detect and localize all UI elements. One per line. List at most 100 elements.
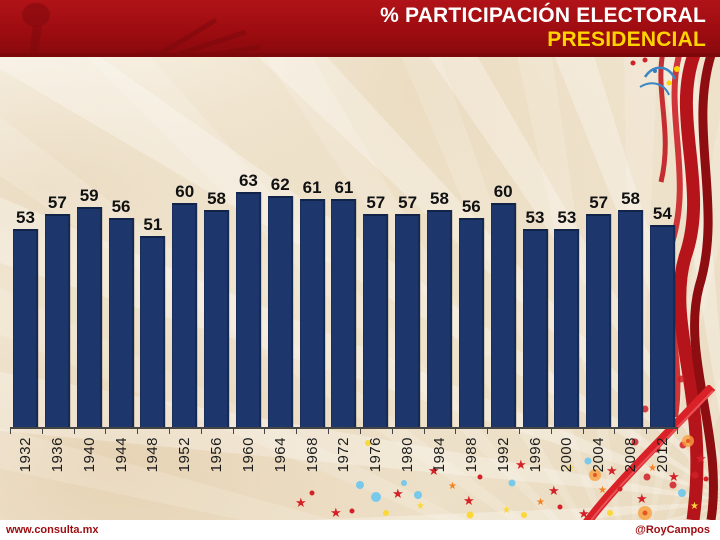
x-axis-label: 2004 <box>590 437 608 473</box>
bar-chart: 53 57 59 56 51 60 58 63 62 61 61 57 57 58 56 60 53 53 57 58… <box>10 100 678 500</box>
header: % PARTICIPACIÓN ELECTORAL PRESIDENCIAL <box>0 0 720 57</box>
bar-value-label: 57 <box>47 193 67 212</box>
bar <box>267 196 293 427</box>
bar-slot: 56 <box>456 197 487 427</box>
bar-slot: 58 <box>201 189 232 427</box>
x-axis-label-slot: 1996 <box>520 437 551 472</box>
x-axis-label-slot: 1932 <box>10 437 41 472</box>
axis-tick <box>359 429 361 434</box>
footer-twitter-handle: @RoyCampos <box>635 524 710 536</box>
bar-slot: 57 <box>360 193 391 427</box>
bar-value-label: 57 <box>589 193 609 212</box>
axis-tick <box>550 429 552 434</box>
bar-value-label: 62 <box>270 175 290 194</box>
bar <box>458 218 484 427</box>
bar <box>426 210 452 427</box>
x-axis-label: 1932 <box>17 437 34 473</box>
bar-slot: 60 <box>169 182 200 427</box>
x-axis-label-slot: 1952 <box>169 437 200 472</box>
x-axis-label: 1988 <box>462 437 480 473</box>
bar <box>13 229 38 427</box>
bar <box>331 199 357 427</box>
axis-tick <box>677 429 678 434</box>
footer: www.consulta.mx @RoyCampos <box>0 520 720 540</box>
x-axis-label-slot: 2012 <box>647 437 678 472</box>
footer-website: www.consulta.mx <box>6 524 99 536</box>
x-axis-label-slot: 1936 <box>42 437 73 472</box>
x-axis-label-slot: 1980 <box>392 437 423 472</box>
x-axis-label-slot: 2004 <box>583 437 614 472</box>
x-axis-label: 1992 <box>494 437 512 473</box>
axis-tick <box>200 429 202 434</box>
header-titles: % PARTICIPACIÓN ELECTORAL PRESIDENCIAL <box>380 4 706 51</box>
x-axis-label-slot: 1988 <box>456 437 487 472</box>
axis-tick <box>423 429 425 434</box>
x-axis-label-slot: 1944 <box>106 437 137 472</box>
x-axis-label: 1948 <box>144 437 162 473</box>
bar-value-label: 61 <box>302 178 322 197</box>
x-axis-label-slot: 1976 <box>360 437 391 472</box>
bar <box>522 229 548 427</box>
statue-of-liberty-icon <box>22 3 261 53</box>
x-axis-label-slot: 1984 <box>424 437 455 472</box>
bar-value-label: 51 <box>143 215 163 234</box>
axis-tick <box>328 429 330 434</box>
x-axis-label-slot: 2000 <box>551 437 582 472</box>
bar-slot: 63 <box>233 171 264 427</box>
x-axis-label: 2000 <box>558 437 576 473</box>
bar-slot: 59 <box>74 186 105 427</box>
bar-slot: 51 <box>137 215 168 427</box>
x-axis-label: 1960 <box>239 437 257 473</box>
bar <box>649 225 675 427</box>
bar <box>554 229 580 427</box>
bar <box>363 214 389 427</box>
x-axis-label: 1940 <box>80 437 98 473</box>
ticks-row <box>10 429 678 434</box>
axis-tick <box>391 429 393 434</box>
bar-slot: 58 <box>615 189 646 427</box>
axis-tick <box>41 429 43 434</box>
bar <box>44 214 70 427</box>
bar <box>490 203 516 427</box>
bar-slot: 53 <box>10 208 41 427</box>
bar <box>204 210 230 427</box>
axis-tick <box>582 429 584 434</box>
bar-value-label: 56 <box>461 197 481 216</box>
page-title: % PARTICIPACIÓN ELECTORAL <box>380 4 706 27</box>
svg-text:★: ★ <box>416 501 425 512</box>
x-axis-label-slot: 1940 <box>74 437 105 472</box>
bar <box>586 214 612 427</box>
bar-value-label: 58 <box>430 189 449 208</box>
bar-slot: 57 <box>583 193 614 427</box>
bar <box>618 210 644 427</box>
bar-value-label: 59 <box>79 186 99 205</box>
bar <box>108 218 134 427</box>
bar-value-label: 53 <box>16 208 35 227</box>
axis-tick <box>73 429 75 434</box>
bar <box>172 203 198 427</box>
bar <box>76 207 102 427</box>
bar-value-label: 57 <box>398 193 418 212</box>
bar <box>235 192 261 427</box>
axis-tick <box>296 429 298 434</box>
x-axis-label: 1964 <box>271 437 289 473</box>
svg-text:★: ★ <box>690 501 699 512</box>
x-axis-label: 1980 <box>399 437 417 473</box>
x-axis-label-slot: 1992 <box>488 437 519 472</box>
x-axis-label-slot: 1948 <box>137 437 168 472</box>
axis-tick <box>169 429 171 434</box>
bar-slot: 62 <box>265 175 296 427</box>
firework-icon <box>630 57 680 96</box>
x-axis-label: 1976 <box>367 437 385 473</box>
x-axis-label: 1968 <box>303 437 321 473</box>
bar-value-label: 57 <box>366 193 386 212</box>
bar-value-label: 60 <box>175 182 195 201</box>
svg-text:★: ★ <box>578 507 590 520</box>
bar-value-label: 53 <box>525 208 545 227</box>
x-axis-label-slot: 1972 <box>328 437 359 472</box>
axis-tick <box>487 429 489 434</box>
x-axis-label-slot: 1956 <box>201 437 232 472</box>
axis-tick <box>264 429 266 434</box>
x-axis-label-slot: 1960 <box>233 437 264 472</box>
